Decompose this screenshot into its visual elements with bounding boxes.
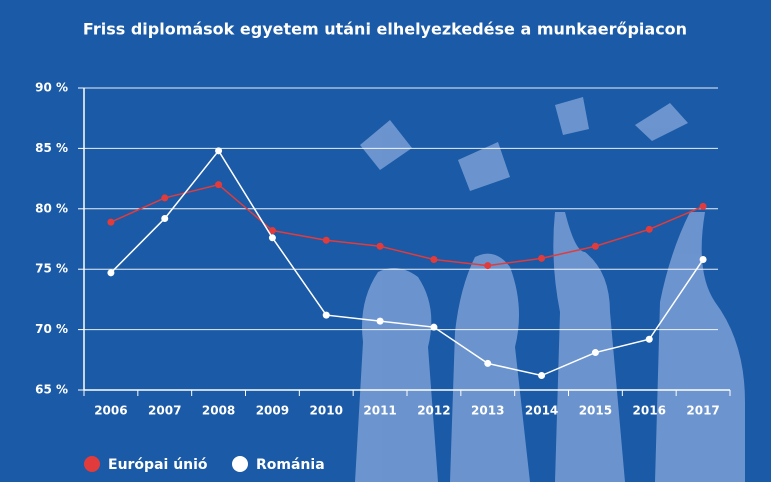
- data-point: [376, 242, 384, 250]
- data-point: [268, 234, 276, 242]
- x-tick-label: 2011: [363, 404, 396, 418]
- data-point: [591, 349, 599, 357]
- data-point: [161, 214, 169, 222]
- y-tick-label: 65 %: [35, 383, 68, 397]
- x-tick-label: 2010: [310, 404, 343, 418]
- x-tick-label: 2009: [256, 404, 289, 418]
- data-point: [430, 256, 438, 264]
- data-point: [376, 317, 384, 325]
- x-tick-label: 2013: [471, 404, 504, 418]
- chart-title: Friss diplomások egyetem utáni elhelyezk…: [83, 20, 687, 39]
- y-tick-label: 85 %: [35, 141, 68, 155]
- data-point: [699, 256, 707, 264]
- data-point: [699, 202, 707, 210]
- data-point: [107, 218, 115, 226]
- x-tick-label: 2006: [94, 404, 127, 418]
- series-line: [110, 149, 704, 377]
- data-point: [215, 147, 223, 155]
- data-point: [645, 335, 653, 343]
- x-tick-label: 2016: [633, 404, 666, 418]
- x-tick-label: 2015: [579, 404, 612, 418]
- legend-marker: [84, 456, 100, 472]
- x-tick-label: 2007: [148, 404, 181, 418]
- data-point: [645, 225, 653, 233]
- x-tick-label: 2008: [202, 404, 235, 418]
- x-tick-label: 2014: [525, 404, 558, 418]
- data-point: [268, 227, 276, 235]
- y-tick-label: 90 %: [35, 81, 68, 95]
- data-point: [430, 323, 438, 331]
- data-point: [484, 262, 492, 270]
- data-point: [484, 359, 492, 367]
- data-point: [161, 194, 169, 202]
- graduates-silhouette: [355, 97, 745, 482]
- data-point: [107, 269, 115, 277]
- data-point: [538, 254, 546, 262]
- y-tick-label: 75 %: [35, 262, 68, 276]
- data-point: [322, 236, 330, 244]
- series-line: [110, 183, 704, 267]
- y-tick-label: 80 %: [35, 201, 68, 215]
- legend-label: Románia: [256, 457, 325, 473]
- x-tick-label: 2012: [417, 404, 450, 418]
- y-tick-label: 70 %: [35, 322, 68, 336]
- data-point: [538, 372, 546, 380]
- x-tick-label: 2017: [686, 404, 719, 418]
- legend-marker: [232, 456, 248, 472]
- data-point: [591, 242, 599, 250]
- data-point: [322, 311, 330, 319]
- legend-label: Európai únió: [108, 457, 208, 473]
- data-point: [215, 181, 223, 189]
